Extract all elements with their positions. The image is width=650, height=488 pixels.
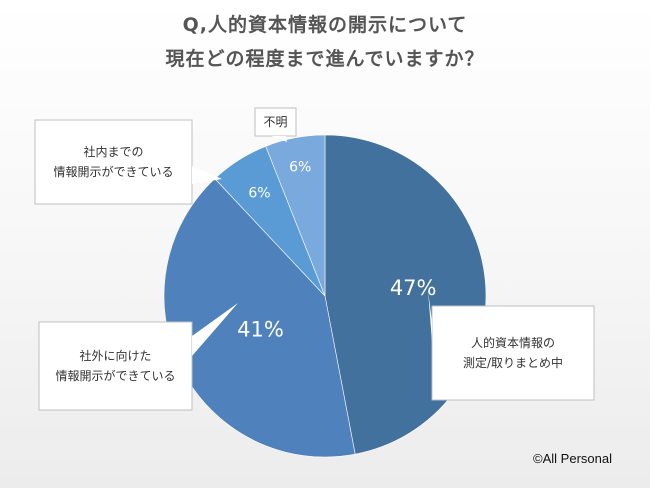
callout-pointer — [428, 290, 432, 342]
slice-value-label: 6% — [289, 159, 311, 175]
callout-box — [34, 119, 193, 205]
pie-slice — [265, 134, 326, 297]
callout-box — [38, 321, 193, 411]
callout-box — [431, 305, 595, 401]
callout-text-line: 社外に向けた — [79, 348, 151, 363]
callout-box — [254, 107, 297, 137]
callout-label: 不明 — [254, 107, 297, 142]
slice-value-label: 47% — [390, 276, 437, 300]
callout-text-line: 不明 — [263, 115, 287, 129]
callout-text-line: 情報開示ができている — [53, 164, 173, 179]
slice-value-label: 6% — [248, 186, 270, 202]
chart-title-line-1: Q,人的資本情報の開示について — [182, 14, 468, 36]
copyright-text: ©All Personal — [533, 451, 612, 466]
callout-pointer — [272, 136, 287, 142]
callout-text-line: 測定/取りまとめ中 — [463, 355, 563, 370]
callout-text-line: 人的資本情報の — [471, 335, 555, 350]
callout-text-line: 社内までの — [83, 144, 143, 159]
callout-pointer — [192, 166, 222, 184]
slice-value-label: 41% — [237, 317, 284, 341]
chart-title-line-2: 現在どの程度まで進んでいますか？ — [165, 48, 485, 70]
callout-pointer — [192, 303, 238, 356]
callout-text-line: 情報開示ができている — [55, 368, 175, 383]
